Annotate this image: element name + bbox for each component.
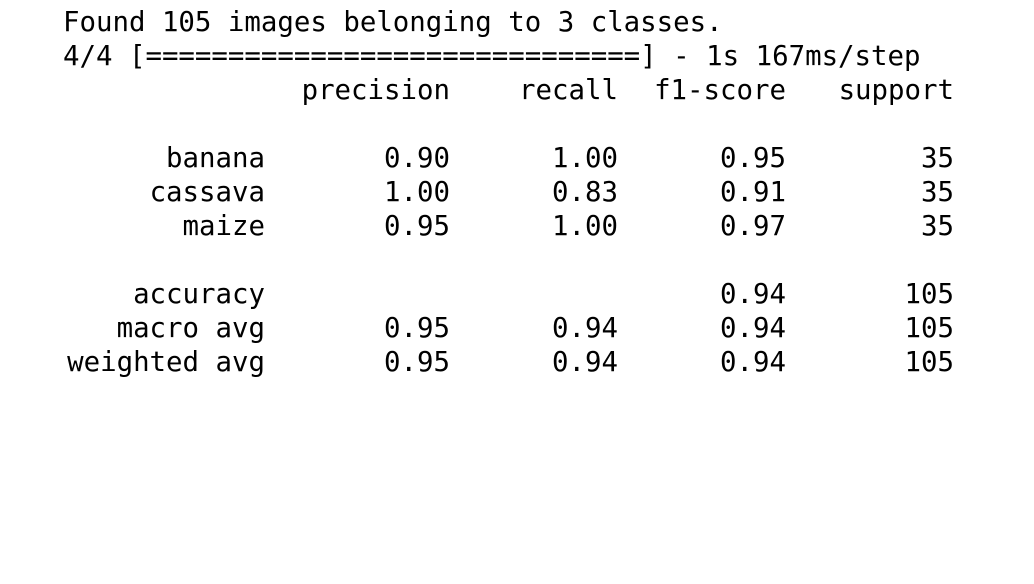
row-support: 35 [921, 211, 954, 242]
row-recall: 1.00 [552, 143, 618, 174]
class-row-banana: banana 0.90 1.00 0.95 35 [63, 142, 1023, 176]
row-label: maize [182, 211, 265, 242]
row-support: 35 [921, 143, 954, 174]
row-f1-score: 0.94 [720, 347, 786, 378]
row-label: accuracy [133, 279, 265, 310]
row-recall: 1.00 [552, 211, 618, 242]
header-f1-score: f1-score [654, 75, 786, 106]
row-support: 105 [904, 313, 954, 344]
row-recall: 0.83 [552, 177, 618, 208]
header-support: support [838, 75, 954, 106]
summary-row-accuracy: accuracy 0.94 105 [63, 278, 1023, 312]
class-row-cassava: cassava 1.00 0.83 0.91 35 [63, 176, 1023, 210]
row-f1-score: 0.95 [720, 143, 786, 174]
row-support: 105 [904, 347, 954, 378]
row-label: cassava [149, 177, 265, 208]
blank-line [63, 108, 1023, 142]
class-row-maize: maize 0.95 1.00 0.97 35 [63, 210, 1023, 244]
row-f1-score: 0.94 [720, 313, 786, 344]
summary-row-weighted-avg: weighted avg 0.95 0.94 0.94 105 [63, 346, 1023, 380]
row-support: 105 [904, 279, 954, 310]
blank-line [63, 244, 1023, 278]
row-recall: 0.94 [552, 347, 618, 378]
notebook-output: Found 105 images belonging to 3 classes.… [63, 6, 1023, 380]
header-precision: precision [301, 75, 450, 106]
row-precision: 0.90 [384, 143, 450, 174]
row-precision: 0.95 [384, 211, 450, 242]
row-precision: 0.95 [384, 347, 450, 378]
row-f1-score: 0.97 [720, 211, 786, 242]
row-label: weighted avg [67, 347, 265, 378]
found-images-line: Found 105 images belonging to 3 classes. [63, 7, 723, 38]
progress-line: 4/4 [==============================] - 1… [63, 41, 921, 72]
row-precision: 0.95 [384, 313, 450, 344]
report-header-row: precision recall f1-score support [63, 74, 1023, 108]
row-support: 35 [921, 177, 954, 208]
row-recall: 0.94 [552, 313, 618, 344]
row-label: macro avg [116, 313, 265, 344]
row-f1-score: 0.91 [720, 177, 786, 208]
row-f1-score: 0.94 [720, 279, 786, 310]
row-precision: 1.00 [384, 177, 450, 208]
summary-row-macro-avg: macro avg 0.95 0.94 0.94 105 [63, 312, 1023, 346]
header-recall: recall [519, 75, 618, 106]
row-label: banana [166, 143, 265, 174]
